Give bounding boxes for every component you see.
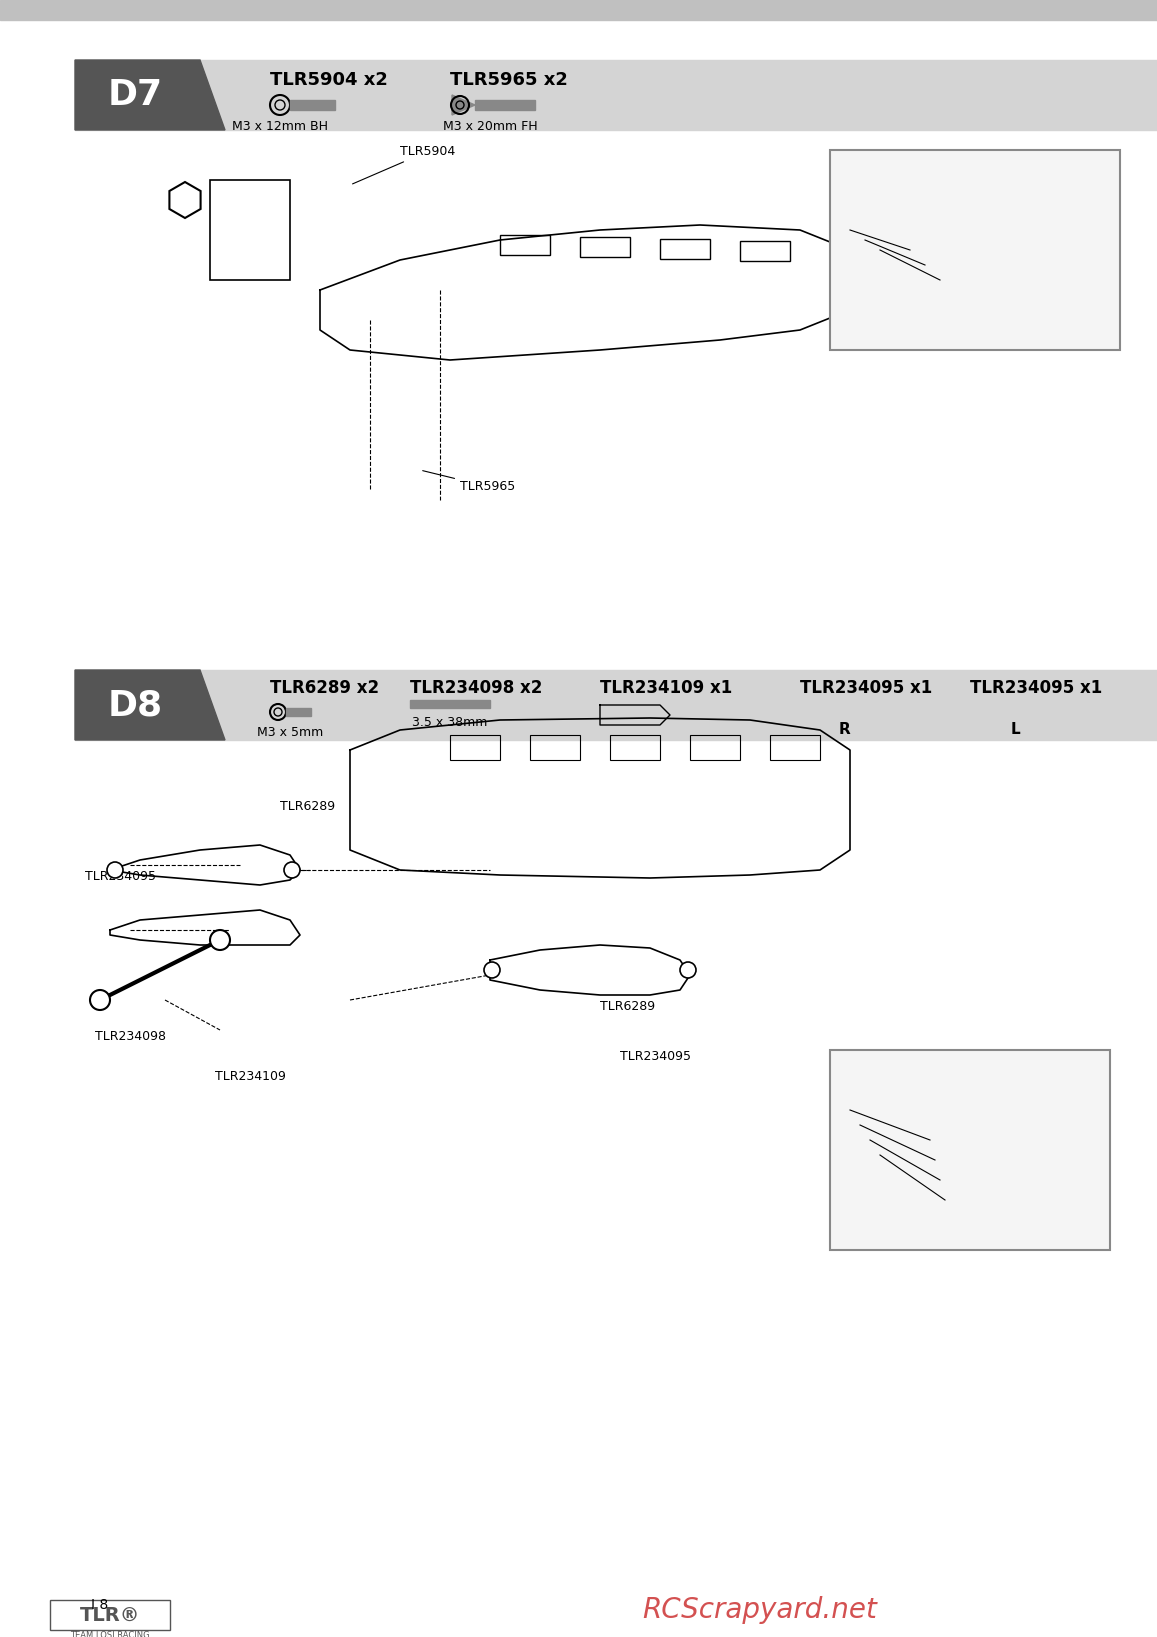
- Bar: [830, 151, 1120, 350]
- Text: D8: D8: [108, 688, 163, 722]
- Circle shape: [90, 990, 110, 1010]
- Text: R: R: [839, 722, 850, 738]
- Bar: [290, 100, 336, 110]
- Bar: [286, 707, 311, 715]
- Circle shape: [680, 963, 697, 977]
- Bar: [530, 735, 580, 760]
- Text: TLR234109: TLR234109: [215, 1071, 286, 1084]
- Text: TLR234109 x1: TLR234109 x1: [600, 679, 732, 697]
- Text: D7: D7: [108, 79, 163, 111]
- Text: M3 x 12mm BH: M3 x 12mm BH: [233, 121, 327, 134]
- Circle shape: [283, 863, 300, 877]
- Bar: [0, 0, 1157, 20]
- Text: TLR6289: TLR6289: [600, 1000, 655, 1013]
- Text: TEAM LOSI RACING: TEAM LOSI RACING: [71, 1630, 149, 1637]
- Bar: [50, 1599, 170, 1630]
- Text: TLR5965 x2: TLR5965 x2: [450, 70, 568, 88]
- Bar: [476, 100, 535, 110]
- Polygon shape: [75, 670, 224, 740]
- Text: M3 x 5mm: M3 x 5mm: [257, 725, 323, 738]
- Text: TLR234095 x1: TLR234095 x1: [970, 679, 1103, 697]
- Text: TLR234098 x2: TLR234098 x2: [410, 679, 543, 697]
- Bar: [580, 237, 631, 257]
- Bar: [500, 236, 550, 255]
- Text: TLR234095: TLR234095: [620, 1049, 691, 1062]
- Text: I 8: I 8: [91, 1598, 109, 1612]
- Text: TLR5965: TLR5965: [422, 471, 515, 493]
- Text: 3.5 x 38mm: 3.5 x 38mm: [412, 715, 488, 728]
- Circle shape: [106, 863, 123, 877]
- Text: TLR234095 x1: TLR234095 x1: [799, 679, 933, 697]
- Bar: [450, 735, 500, 760]
- Bar: [610, 735, 659, 760]
- Circle shape: [211, 930, 230, 949]
- Polygon shape: [75, 61, 224, 129]
- Circle shape: [484, 963, 500, 977]
- Text: TLR5904: TLR5904: [353, 146, 455, 183]
- Text: TLR6289 x2: TLR6289 x2: [270, 679, 379, 697]
- Text: L: L: [1010, 722, 1019, 738]
- Bar: [830, 1049, 1110, 1251]
- Text: TLR5904 x2: TLR5904 x2: [270, 70, 388, 88]
- Text: TLR6289: TLR6289: [280, 800, 336, 814]
- Text: TLR234098: TLR234098: [95, 1030, 165, 1043]
- Text: TLR234095: TLR234095: [84, 869, 156, 882]
- Text: M3 x 20mm FH: M3 x 20mm FH: [443, 121, 537, 134]
- Bar: [211, 180, 290, 280]
- Bar: [740, 241, 790, 260]
- Bar: [75, 61, 1157, 129]
- Bar: [410, 701, 491, 707]
- Bar: [690, 735, 740, 760]
- Text: RCScrapyard.net: RCScrapyard.net: [642, 1596, 877, 1624]
- Text: TLR®: TLR®: [80, 1606, 140, 1624]
- Bar: [659, 239, 710, 259]
- Bar: [75, 670, 1157, 740]
- Polygon shape: [452, 95, 476, 115]
- Bar: [771, 735, 820, 760]
